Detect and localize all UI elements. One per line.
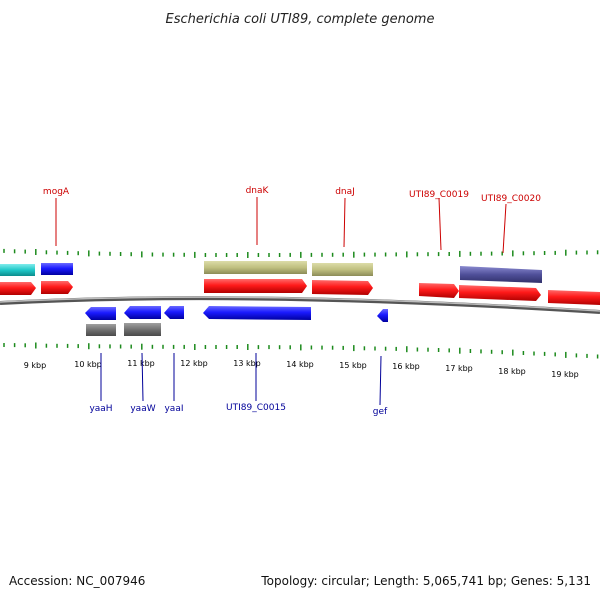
scale-ticks-bottom — [3, 342, 599, 359]
feature-gray-1 — [86, 324, 116, 336]
gene-label-yaaW: yaaW — [130, 404, 155, 414]
genome-backbone-highlight — [0, 296, 600, 312]
reverse-strand-genes — [85, 306, 388, 336]
gene-yaaI — [164, 306, 184, 319]
gene-gef — [377, 309, 388, 322]
feature-cyan — [0, 264, 35, 276]
gene-label-dnaK: dnaK — [246, 186, 270, 196]
gene-yaaW — [124, 306, 161, 319]
gene-labels-bottom: yaaH yaaW yaaI UTI89_C0015 gef — [89, 352, 388, 417]
accession-text: Accession: NC_007946 — [9, 574, 146, 588]
scale-label-19: 19 kbp — [551, 370, 579, 379]
scale-label-17: 17 kbp — [445, 364, 473, 373]
feature-UTI89_C0020-box — [460, 266, 542, 283]
gene-UTI89_C0015 — [203, 306, 311, 320]
scale-label-14: 14 kbp — [286, 360, 314, 369]
gene-label-UTI89_C0019: UTI89_C0019 — [409, 190, 469, 200]
gene-label-yaaI: yaaI — [164, 404, 183, 414]
gene-label-UTI89_C0015: UTI89_C0015 — [226, 403, 286, 413]
gene-labels-top: mogA dnaK dnaJ UTI89_C0019 UTI89_C0020 — [43, 186, 541, 254]
gene-label-UTI89_C0020: UTI89_C0020 — [481, 194, 541, 204]
scale-label-13: 13 kbp — [233, 359, 261, 368]
leader-UTI89_C0020 — [502, 203, 507, 254]
forward-strand-genes — [0, 279, 600, 305]
gene-label-mogA: mogA — [43, 187, 70, 197]
scale-ticks-top — [3, 248, 599, 258]
scale-label-12: 12 kbp — [180, 359, 208, 368]
feature-blue-mogA-row — [41, 263, 73, 275]
gene-dnaJ — [312, 280, 373, 295]
scale-label-11: 11 kbp — [127, 359, 155, 368]
scale-label-18: 18 kbp — [498, 367, 526, 376]
scale-label-16: 16 kbp — [392, 362, 420, 371]
leader-yaaW — [141, 352, 144, 402]
feature-gray-2 — [124, 323, 161, 336]
gene-label-gef: gef — [373, 407, 388, 417]
topology-summary: Topology: circular; Length: 5,065,741 bp… — [261, 574, 591, 588]
gene-mogA — [41, 281, 73, 294]
leader-dnaJ — [343, 197, 346, 248]
feature-row-upper — [0, 261, 542, 283]
scale-label-9: 9 kbp — [24, 361, 46, 370]
scale-labels: 9 kbp 10 kbp 11 kbp 12 kbp 13 kbp 14 kbp… — [24, 359, 579, 379]
gene-label-dnaJ: dnaJ — [335, 187, 355, 197]
gene-UTI89_C0019 — [419, 283, 459, 298]
genome-backbone — [0, 296, 600, 314]
gene-forward-1 — [0, 282, 36, 295]
gene-forward-end — [548, 290, 600, 305]
gene-yaaH — [85, 307, 116, 320]
gene-dnaK — [204, 279, 307, 293]
gene-label-yaaH: yaaH — [89, 404, 112, 414]
leader-gef — [379, 355, 382, 406]
scale-label-15: 15 kbp — [339, 361, 367, 370]
gene-UTI89_C0020 — [459, 285, 541, 301]
map-title: Escherichia coli UTI89, complete genome — [166, 12, 435, 27]
feature-dnaK-rna — [204, 261, 307, 274]
scale-label-10: 10 kbp — [74, 360, 102, 369]
leader-UTI89_C0019 — [438, 197, 442, 251]
feature-dnaJ-rna — [312, 263, 373, 276]
